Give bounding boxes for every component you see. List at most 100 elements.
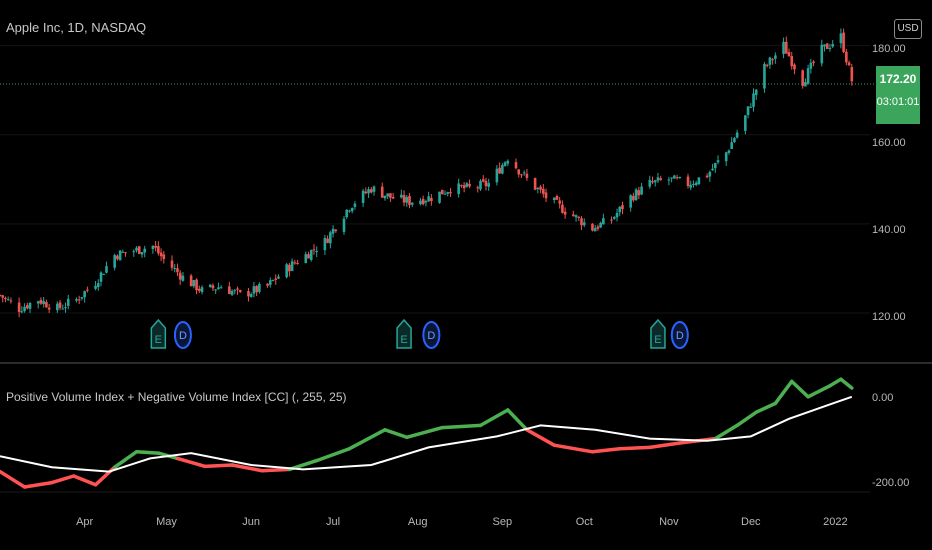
candle	[39, 297, 43, 305]
pvi-segment	[754, 401, 778, 414]
candle	[714, 162, 717, 173]
candle	[845, 48, 848, 66]
candle	[116, 254, 119, 261]
earnings-marker[interactable]: E	[150, 318, 167, 349]
pvi-segment	[525, 428, 556, 447]
pvi-segment	[839, 377, 854, 390]
pvi-segment	[617, 445, 652, 451]
candle	[468, 179, 471, 189]
last-price: 172.20	[879, 72, 917, 86]
candle	[430, 194, 433, 206]
event-label: D	[179, 330, 187, 342]
candle	[252, 281, 256, 298]
candle	[408, 192, 411, 209]
y-tick-140: 140.00	[872, 224, 906, 236]
candle	[481, 175, 485, 183]
pvi-segment	[713, 423, 739, 441]
candle	[629, 194, 632, 212]
x-tick: May	[156, 516, 177, 528]
candle	[673, 174, 676, 179]
candle	[353, 201, 357, 210]
candle	[154, 241, 157, 252]
dividend-marker[interactable]: D	[670, 321, 689, 349]
candle	[391, 192, 395, 199]
candle	[348, 209, 351, 213]
candle	[277, 274, 280, 280]
candle	[539, 184, 542, 194]
candle	[181, 272, 185, 282]
candle	[784, 36, 788, 54]
x-tick: Dec	[741, 516, 761, 528]
candle	[17, 297, 21, 318]
price-candles	[0, 28, 854, 318]
candle	[708, 170, 712, 182]
candle	[211, 283, 215, 292]
candle	[58, 300, 62, 311]
currency-badge[interactable]: USD	[894, 19, 922, 39]
x-tick: Sep	[492, 516, 513, 528]
candle	[402, 190, 406, 207]
x-tick: Jul	[326, 516, 341, 528]
pvi-segment	[71, 474, 98, 487]
candle	[137, 245, 141, 255]
candle	[544, 188, 548, 203]
candle	[151, 245, 155, 254]
candle	[105, 261, 108, 274]
candle	[558, 196, 561, 209]
candle	[236, 286, 239, 295]
candle	[711, 163, 714, 171]
candle	[372, 185, 376, 196]
candle	[214, 289, 217, 294]
candle	[230, 289, 234, 297]
candle	[686, 173, 690, 189]
candle	[768, 56, 772, 69]
candle	[47, 304, 51, 314]
dividend-marker[interactable]: D	[173, 321, 192, 349]
candle	[268, 277, 272, 288]
pvi-segment	[112, 450, 139, 469]
candle	[591, 223, 594, 232]
candle	[296, 259, 299, 265]
candle	[443, 190, 447, 195]
candle	[66, 294, 70, 310]
candle	[694, 180, 698, 187]
candle	[285, 262, 288, 279]
candle	[135, 246, 138, 253]
candle	[345, 209, 349, 220]
candle	[334, 229, 338, 233]
candle	[255, 285, 258, 296]
candle	[329, 230, 332, 249]
candle	[692, 180, 695, 188]
candle	[812, 60, 815, 67]
candle	[36, 300, 40, 309]
grid-lines	[0, 45, 870, 493]
candle	[274, 274, 278, 285]
candle	[533, 177, 537, 191]
x-tick: Apr	[76, 516, 94, 528]
candle	[350, 207, 354, 214]
candle	[247, 287, 250, 302]
earnings-marker[interactable]: E	[650, 318, 666, 349]
candle	[9, 297, 13, 304]
candle	[498, 162, 501, 174]
pvi-segment	[506, 408, 529, 432]
candle	[820, 39, 824, 67]
candle	[121, 249, 125, 253]
candle	[697, 177, 701, 186]
candle	[1, 294, 5, 303]
candle	[520, 173, 523, 179]
candle	[765, 63, 769, 68]
chart-title: Apple Inc, 1D, NASDAQ	[6, 20, 147, 35]
candle	[563, 207, 567, 219]
earnings-marker[interactable]: E	[396, 318, 412, 349]
candle	[198, 285, 201, 293]
dividend-marker[interactable]: D	[422, 321, 441, 349]
event-label: E	[400, 334, 407, 346]
candle	[525, 168, 529, 181]
candle	[208, 284, 212, 288]
candle	[612, 216, 616, 220]
candle	[410, 202, 414, 208]
ind-y-tick-neg200: -200.00	[872, 477, 910, 489]
candle	[561, 200, 564, 214]
candle	[124, 252, 127, 257]
